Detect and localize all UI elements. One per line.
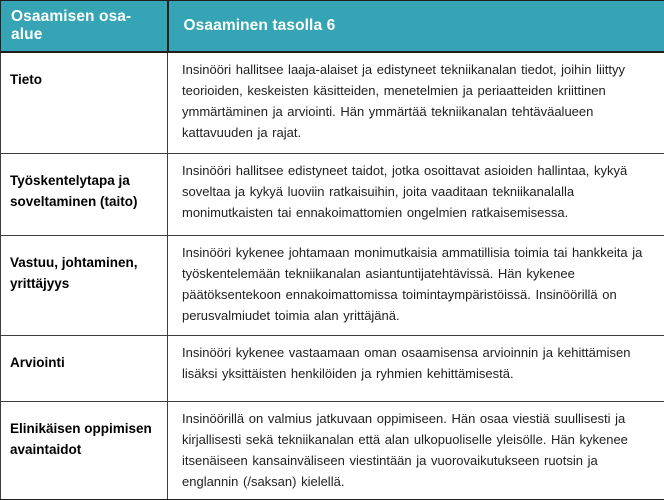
row-area-label: Vastuu, johtaminen, yrittäjyys <box>0 234 168 336</box>
column-header-competence-area: Osaamisen osa-alue <box>0 0 168 53</box>
row-area-label: Arviointi <box>0 334 168 402</box>
table-row: Vastuu, johtaminen, yrittäjyys Insinööri… <box>0 234 664 336</box>
table-row: Arviointi Insinööri kykenee vastaamaan o… <box>0 334 664 402</box>
row-description: Insinööri hallitsee laaja-alaiset ja edi… <box>167 51 664 154</box>
table-header-row: Osaamisen osa-alue Osaaminen tasolla 6 <box>0 0 664 53</box>
row-description: Insinööri kykenee johtamaan monimutkaisi… <box>167 234 664 336</box>
row-area-label: Elinikäisen oppimisen avaintaidot <box>0 400 168 500</box>
table-row: Työskentelytapa ja soveltaminen (taito) … <box>0 152 664 236</box>
table-row: Tieto Insinööri hallitsee laaja-alaiset … <box>0 51 664 154</box>
row-area-label: Tieto <box>0 51 168 154</box>
row-area-label: Työskentelytapa ja soveltaminen (taito) <box>0 152 168 236</box>
row-description: Insinööri kykenee vastaamaan oman osaami… <box>167 334 664 402</box>
table-row: Elinikäisen oppimisen avaintaidot Insinö… <box>0 400 664 500</box>
column-header-level-6: Osaaminen tasolla 6 <box>166 0 664 53</box>
row-description: Insinöörillä on valmius jatkuvaan oppimi… <box>167 400 664 500</box>
row-description: Insinööri hallitsee edistyneet taidot, j… <box>167 152 664 236</box>
